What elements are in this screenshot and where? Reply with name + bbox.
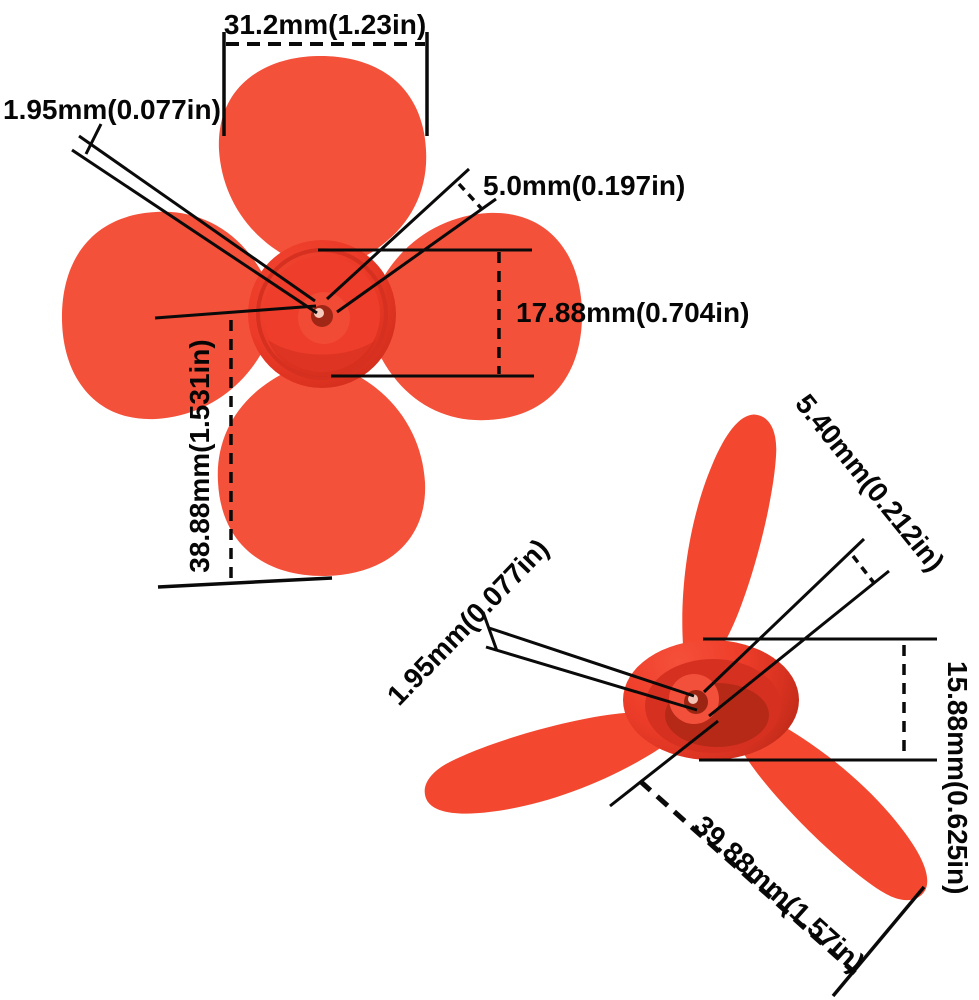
hub-inner-shadow <box>268 340 376 377</box>
propeller-blade-bottom <box>217 362 426 577</box>
extension-line-lower <box>831 885 926 998</box>
dim-hub-height-label: 15.88mm(0.625in) <box>942 661 973 894</box>
leader-line-a <box>488 626 695 698</box>
dim-bore-label: 5.40mm(0.212in) <box>789 388 950 577</box>
propeller-blade-left <box>61 211 276 420</box>
propeller-blade-top <box>218 55 427 270</box>
gap-tick <box>457 182 483 210</box>
dim-hub-diameter: 17.88mm(0.704in) <box>318 248 749 378</box>
leader-line-a <box>78 134 316 303</box>
dim-bore-4blade: 5.0mm(0.197in) <box>325 167 685 314</box>
four-blade-propeller <box>61 55 583 577</box>
gap-tick <box>851 554 876 585</box>
propeller-blade-right <box>368 212 583 421</box>
leader-line-b <box>71 148 318 315</box>
dim-hub-diameter-label: 17.88mm(0.704in) <box>516 297 749 328</box>
callout-stroke <box>84 123 103 155</box>
propeller-blade-left <box>424 712 669 814</box>
leader-line-b <box>336 197 497 314</box>
propeller-blade-top <box>682 414 777 660</box>
dim-blade-width: 31.2mm(1.23in) <box>222 9 429 136</box>
extension-line-upper <box>609 719 719 808</box>
dim-bore-label: 5.0mm(0.197in) <box>483 170 685 201</box>
leader-line-a <box>325 167 471 301</box>
dimension-line <box>638 779 857 975</box>
shaft-hole-highlight <box>314 308 324 318</box>
leader-line-b <box>485 645 698 712</box>
extension-line-top <box>154 304 317 320</box>
propeller-blade-right <box>733 710 928 901</box>
callout-stroke <box>481 611 499 652</box>
dim-shaft-hole-label: 1.95mm(0.077in) <box>3 94 221 125</box>
extension-line-bottom <box>157 576 333 589</box>
dim-shaft-hole-label: 1.95mm(0.077in) <box>381 533 555 711</box>
dim-overall-diameter-label: 38.88mm(1.531in) <box>184 339 215 572</box>
shaft-hole-highlight <box>688 694 698 704</box>
dim-overall-diameter: 38.88mm(1.531in) <box>154 304 333 589</box>
three-blade-propeller <box>424 414 928 901</box>
dim-shaft-hole-4blade: 1.95mm(0.077in) <box>3 94 318 315</box>
dim-blade-width-label: 31.2mm(1.23in) <box>224 9 426 40</box>
dim-hub-height: 15.88mm(0.625in) <box>699 637 973 894</box>
leader-line-a <box>702 537 866 694</box>
leader-line-b <box>708 569 890 718</box>
